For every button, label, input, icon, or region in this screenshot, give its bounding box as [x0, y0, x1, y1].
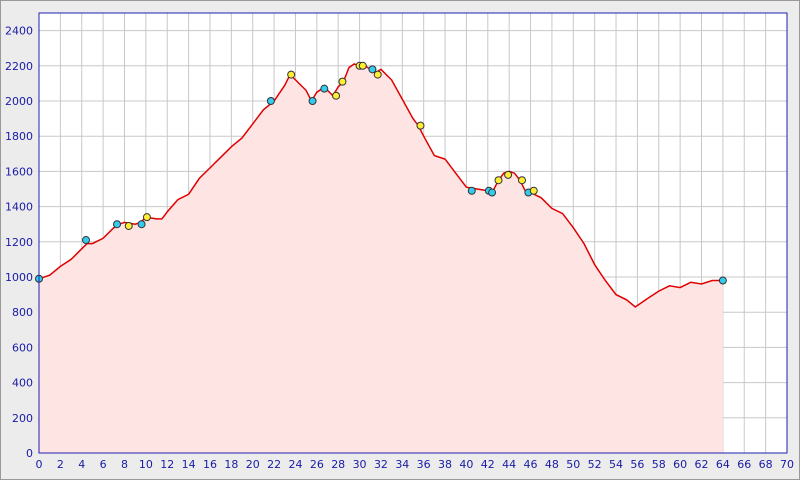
x-tick-label: 50	[566, 458, 580, 471]
waypoint	[529, 186, 538, 195]
waypoint	[113, 220, 122, 229]
x-tick-label: 10	[139, 458, 153, 471]
y-tick-label: 1200	[5, 236, 33, 249]
x-tick-label: 42	[481, 458, 495, 471]
waypoint	[416, 121, 425, 130]
x-tick-label: 54	[609, 458, 623, 471]
x-tick-label: 30	[353, 458, 367, 471]
waypoint	[718, 276, 727, 285]
x-tick-label: 52	[588, 458, 602, 471]
y-tick-label: 800	[12, 306, 33, 319]
x-tick-label: 38	[438, 458, 452, 471]
x-tick-label: 64	[716, 458, 730, 471]
x-tick-label: 0	[36, 458, 43, 471]
x-tick-label: 22	[267, 458, 281, 471]
waypoint	[332, 91, 341, 100]
area	[39, 64, 723, 453]
x-tick-label: 70	[780, 458, 794, 471]
x-tick-label: 12	[160, 458, 174, 471]
x-tick-label: 4	[78, 458, 85, 471]
waypoint	[368, 65, 377, 74]
waypoint	[142, 213, 151, 222]
y-tick-label: 1600	[5, 165, 33, 178]
x-tick-label: 16	[203, 458, 217, 471]
x-tick-label: 46	[524, 458, 538, 471]
waypoint	[494, 176, 503, 185]
waypoint	[488, 188, 497, 197]
plot-border	[38, 12, 788, 454]
waypoint	[358, 61, 367, 70]
x-tick-label: 2	[57, 458, 64, 471]
waypoint	[373, 70, 382, 79]
x-tick-label: 24	[288, 458, 302, 471]
y-tick-label: 1400	[5, 201, 33, 214]
waypoint	[82, 236, 91, 245]
x-tick-label: 68	[759, 458, 773, 471]
x-tick-label: 56	[630, 458, 644, 471]
waypoint	[467, 186, 476, 195]
marks	[35, 61, 727, 453]
waypoint	[266, 97, 275, 105]
waypoint	[287, 70, 296, 79]
y-tick-label: 400	[12, 377, 33, 390]
x-tick-label: 18	[224, 458, 238, 471]
x-tick-label: 58	[652, 458, 666, 471]
x-tick-label: 34	[395, 458, 409, 471]
x-tick-label: 26	[310, 458, 324, 471]
y-tick-label: 600	[12, 341, 33, 354]
x-tick-label: 60	[673, 458, 687, 471]
x-tick-label: 14	[182, 458, 196, 471]
x-tick-label: 6	[100, 458, 107, 471]
x-tick-label: 8	[121, 458, 128, 471]
x-tick-label: 36	[417, 458, 431, 471]
waypoint	[137, 220, 146, 229]
waypoint	[124, 221, 133, 230]
waypoint	[517, 176, 526, 185]
y-tick-label: 1800	[5, 130, 33, 143]
x-tick-label: 44	[502, 458, 516, 471]
labels: 0200400600800100012001400160018002000220…	[5, 25, 794, 471]
x-tick-label: 66	[737, 458, 751, 471]
x-tick-label: 20	[246, 458, 260, 471]
y-tick-label: 2400	[5, 25, 33, 38]
x-tick-label: 40	[459, 458, 473, 471]
y-tick-label: 2000	[5, 95, 33, 108]
y-tick-label: 2200	[5, 60, 33, 73]
x-tick-label: 28	[331, 458, 345, 471]
waypoint	[308, 97, 317, 105]
y-tick-label: 0	[26, 447, 33, 460]
x-tick-label: 48	[545, 458, 559, 471]
x-tick-label: 62	[695, 458, 709, 471]
waypoint	[504, 170, 513, 179]
waypoint	[320, 84, 329, 93]
waypoint	[338, 77, 347, 86]
x-tick-label: 32	[374, 458, 388, 471]
y-tick-label: 200	[12, 412, 33, 425]
y-tick-label: 1000	[5, 271, 33, 284]
